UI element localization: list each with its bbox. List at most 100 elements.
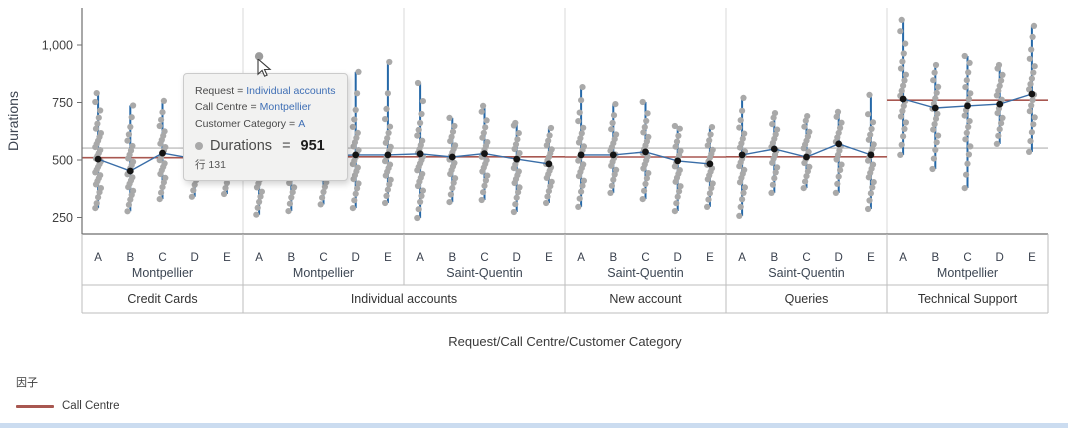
- mean-point[interactable]: [899, 95, 907, 103]
- data-point[interactable]: [382, 199, 389, 207]
- data-point[interactable]: [898, 87, 905, 94]
- data-point[interactable]: [97, 185, 104, 192]
- data-point[interactable]: [934, 110, 941, 117]
- data-point[interactable]: [95, 194, 102, 201]
- data-point[interactable]: [868, 125, 875, 132]
- data-point[interactable]: [866, 197, 873, 204]
- data-point[interactable]: [129, 174, 136, 181]
- data-point[interactable]: [639, 98, 646, 106]
- data-point[interactable]: [385, 129, 392, 136]
- data-point[interactable]: [772, 169, 779, 176]
- data-point[interactable]: [965, 69, 972, 76]
- data-point[interactable]: [384, 90, 391, 97]
- data-point[interactable]: [221, 190, 228, 198]
- data-point[interactable]: [999, 114, 1006, 121]
- data-point[interactable]: [772, 131, 779, 138]
- data-point[interactable]: [901, 77, 908, 84]
- data-point[interactable]: [963, 129, 970, 136]
- data-point[interactable]: [354, 90, 361, 97]
- data-point[interactable]: [966, 59, 973, 66]
- data-point[interactable]: [548, 178, 555, 185]
- data-point[interactable]: [543, 199, 550, 207]
- data-point[interactable]: [996, 126, 1003, 133]
- data-point[interactable]: [704, 142, 711, 149]
- data-point[interactable]: [510, 208, 517, 216]
- data-point[interactable]: [580, 143, 588, 150]
- data-point[interactable]: [417, 119, 424, 127]
- data-point[interactable]: [996, 82, 1003, 89]
- data-point[interactable]: [898, 16, 905, 23]
- data-point[interactable]: [352, 190, 359, 197]
- data-point[interactable]: [97, 147, 104, 154]
- data-point[interactable]: [961, 185, 968, 192]
- data-point[interactable]: [1029, 96, 1036, 104]
- data-point[interactable]: [95, 114, 102, 121]
- data-point[interactable]: [127, 123, 134, 130]
- data-point[interactable]: [1028, 129, 1035, 136]
- data-point[interactable]: [579, 84, 586, 91]
- data-point[interactable]: [513, 194, 520, 201]
- data-point[interactable]: [483, 117, 490, 124]
- data-point[interactable]: [834, 108, 842, 115]
- data-point[interactable]: [162, 174, 169, 181]
- data-point[interactable]: [190, 187, 197, 194]
- data-point[interactable]: [258, 188, 265, 195]
- data-point[interactable]: [965, 123, 972, 130]
- data-point[interactable]: [901, 125, 908, 132]
- data-point[interactable]: [641, 124, 648, 131]
- data-point[interactable]: [386, 161, 394, 168]
- data-point[interactable]: [355, 147, 362, 154]
- data-point[interactable]: [355, 180, 362, 187]
- data-point[interactable]: [707, 131, 714, 138]
- data-point[interactable]: [832, 189, 840, 196]
- data-point[interactable]: [484, 139, 491, 146]
- data-point[interactable]: [480, 189, 487, 196]
- data-point[interactable]: [739, 196, 746, 203]
- data-point[interactable]: [932, 95, 939, 102]
- data-point[interactable]: [898, 141, 905, 148]
- data-point[interactable]: [418, 110, 425, 118]
- data-point[interactable]: [935, 132, 942, 139]
- data-point[interactable]: [802, 178, 809, 185]
- data-point[interactable]: [580, 124, 587, 131]
- mean-point[interactable]: [931, 104, 939, 112]
- data-point[interactable]: [961, 112, 968, 119]
- data-point[interactable]: [515, 168, 522, 175]
- data-point[interactable]: [705, 196, 712, 203]
- data-point[interactable]: [580, 177, 588, 184]
- data-point[interactable]: [999, 71, 1006, 78]
- data-point[interactable]: [254, 204, 261, 211]
- data-point[interactable]: [349, 205, 356, 212]
- data-point[interactable]: [672, 143, 679, 150]
- data-point[interactable]: [931, 121, 938, 128]
- data-point[interactable]: [451, 122, 458, 130]
- data-point[interactable]: [479, 134, 486, 141]
- data-point[interactable]: [478, 196, 485, 204]
- data-point[interactable]: [838, 161, 845, 168]
- mean-point[interactable]: [609, 151, 617, 159]
- data-point[interactable]: [897, 151, 904, 158]
- data-point[interactable]: [253, 211, 260, 218]
- data-point[interactable]: [800, 185, 807, 192]
- data-point[interactable]: [929, 165, 936, 173]
- data-point[interactable]: [160, 97, 167, 104]
- data-point[interactable]: [736, 124, 743, 131]
- data-point[interactable]: [482, 177, 489, 184]
- data-point[interactable]: [962, 84, 969, 91]
- data-point[interactable]: [161, 128, 168, 135]
- data-point[interactable]: [449, 185, 456, 192]
- data-point[interactable]: [580, 161, 587, 168]
- data-point[interactable]: [645, 170, 652, 177]
- data-point[interactable]: [708, 124, 716, 131]
- mean-point[interactable]: [770, 145, 778, 153]
- data-point[interactable]: [835, 173, 842, 180]
- mean-point[interactable]: [448, 153, 456, 161]
- data-point[interactable]: [837, 167, 844, 174]
- data-point[interactable]: [900, 82, 907, 89]
- data-point[interactable]: [446, 114, 453, 121]
- data-point[interactable]: [354, 129, 361, 136]
- data-point[interactable]: [608, 182, 616, 189]
- data-point[interactable]: [159, 184, 166, 191]
- data-point[interactable]: [514, 136, 521, 143]
- data-point[interactable]: [644, 110, 651, 117]
